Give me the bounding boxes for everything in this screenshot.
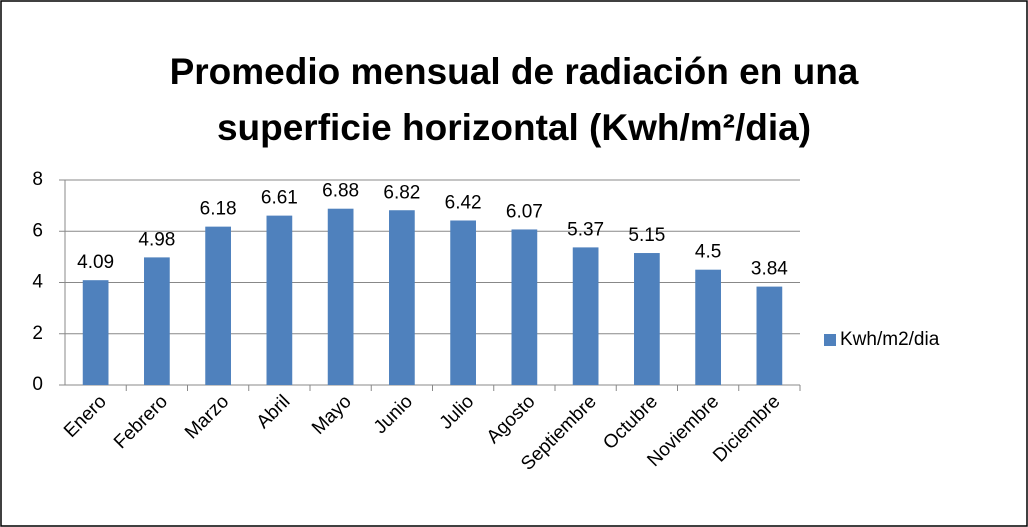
bar	[572, 247, 599, 385]
data-label: 5.37	[567, 219, 604, 240]
data-label: 6.82	[383, 182, 420, 203]
x-tick-label: Enero	[60, 391, 111, 442]
y-tick-label: 6	[32, 220, 43, 241]
x-tick-label: Marzo	[181, 391, 233, 443]
data-label: 6.18	[200, 199, 237, 220]
data-label: 4.5	[695, 242, 721, 263]
x-tick-label: Diciembre	[709, 391, 784, 466]
x-tick-label: Febrero	[110, 391, 172, 453]
x-tick-label: Julio	[436, 391, 478, 433]
bar	[450, 220, 476, 385]
bar	[756, 286, 783, 385]
data-label: 5.15	[628, 225, 665, 246]
data-label: 6.61	[261, 188, 298, 209]
x-tick-label: Abril	[253, 391, 295, 433]
data-label: 4.98	[138, 229, 175, 250]
y-tick-label: 0	[32, 374, 43, 395]
bar	[634, 253, 660, 385]
bar	[205, 226, 231, 385]
legend-swatch	[824, 334, 836, 346]
legend-label: Kwh/m2/dia	[840, 329, 940, 350]
x-tick-label: Octubre	[599, 391, 662, 454]
bar	[82, 280, 109, 385]
data-label: 4.09	[77, 252, 114, 273]
x-tick-label: Agosto	[483, 391, 540, 448]
y-tick-label: 8	[32, 169, 43, 190]
bar	[327, 208, 354, 385]
bar	[695, 269, 721, 385]
x-tick-label: Junio	[370, 391, 417, 438]
x-tick-label: Mayo	[308, 391, 356, 439]
bar	[266, 215, 293, 385]
data-label: 6.42	[445, 193, 482, 214]
data-label: 6.88	[322, 181, 359, 202]
data-label: 3.84	[751, 259, 788, 280]
bar	[389, 210, 415, 385]
bar	[511, 229, 538, 385]
chart-title: Promedio mensual de radiación en una sup…	[169, 51, 859, 148]
data-label: 6.07	[506, 201, 543, 222]
y-tick-label: 4	[32, 272, 43, 293]
y-tick-label: 2	[32, 323, 43, 344]
bar	[144, 257, 170, 385]
